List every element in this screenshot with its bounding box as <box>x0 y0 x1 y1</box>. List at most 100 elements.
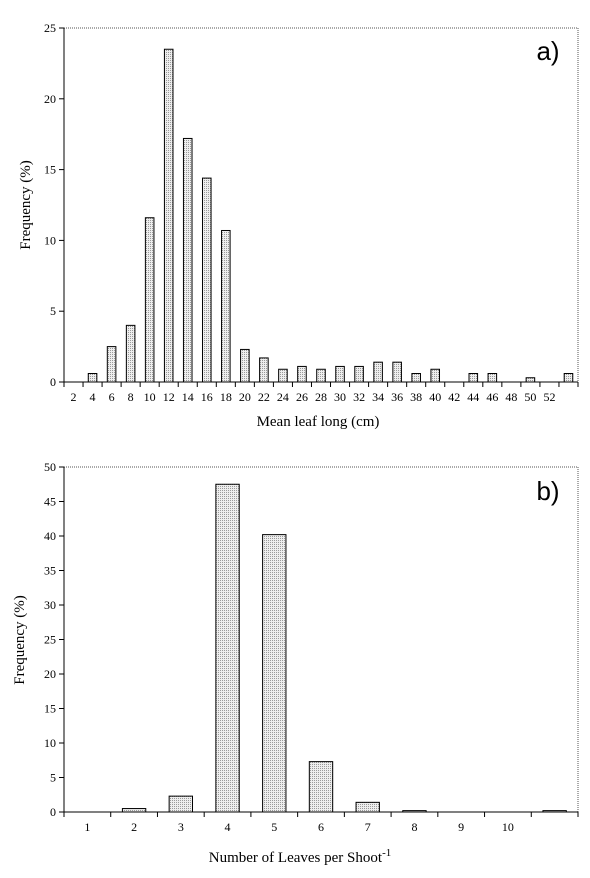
x-tick-label: 10 <box>502 820 514 834</box>
bar <box>278 368 288 383</box>
x-tick-label: 36 <box>391 390 403 404</box>
bar <box>525 377 536 383</box>
x-tick-label: 16 <box>201 390 213 404</box>
bar <box>308 761 334 813</box>
x-tick-label: 28 <box>315 390 327 404</box>
x-tick-label: 10 <box>144 390 156 404</box>
y-tick-label: 40 <box>44 529 56 543</box>
x-axis-label-text: Number of Leaves per Shoot <box>209 850 383 866</box>
plot-area-frame <box>63 27 579 383</box>
bar <box>215 483 240 813</box>
x-tick-label: 52 <box>543 390 555 404</box>
y-tick-label: 0 <box>50 375 56 389</box>
y-tick-label: 15 <box>44 163 56 177</box>
y-tick-label: 0 <box>50 805 56 819</box>
bar <box>316 368 326 383</box>
x-tick-label: 14 <box>182 390 194 404</box>
x-tick-label: 40 <box>429 390 441 404</box>
x-tick-label: 42 <box>448 390 460 404</box>
x-axis-label: Mean leaf long (cm) <box>257 414 380 430</box>
x-axis: 1 2 3 4 5 6 7 8 9 10 <box>63 811 579 834</box>
x-tick-label: 8 <box>411 820 417 834</box>
y-tick-label: 20 <box>44 667 56 681</box>
x-tick-label: 8 <box>128 390 134 404</box>
bar <box>240 348 250 383</box>
x-tick-label: 26 <box>296 390 308 404</box>
y-tick-label: 5 <box>50 304 56 318</box>
bar <box>335 365 345 383</box>
bar-series <box>121 483 567 813</box>
bar <box>168 795 194 813</box>
bar <box>201 177 212 383</box>
x-tick-label: 24 <box>277 390 289 404</box>
x-tick-label: 32 <box>353 390 365 404</box>
y-tick-label: 20 <box>44 92 56 106</box>
x-tick-label: 46 <box>486 390 498 404</box>
bar <box>392 361 402 383</box>
x-tick-label: 22 <box>258 390 270 404</box>
x-tick-label: 5 <box>271 820 277 834</box>
x-tick-label: 20 <box>239 390 251 404</box>
x-tick-label: 4 <box>90 390 96 404</box>
bar <box>430 368 441 383</box>
bar <box>563 373 574 383</box>
x-axis-label-superscript: -1 <box>382 847 391 859</box>
bar <box>355 801 380 813</box>
y-tick-label: 5 <box>50 771 56 785</box>
bar <box>487 373 498 383</box>
x-axis: 2 4 6 8 10 12 14 16 18 20 22 24 26 28 30 32 34 36 38 40 42 44… <box>63 381 579 404</box>
x-tick-label: 6 <box>318 820 324 834</box>
y-tick-label: 35 <box>44 564 56 578</box>
panel-label: b) <box>536 476 559 506</box>
y-axis-label: Frequency (%) <box>12 595 28 685</box>
y-axis: 0 5 10 15 20 25 30 35 40 45 50 <box>44 460 65 819</box>
bar <box>411 373 421 383</box>
y-tick-label: 50 <box>44 460 56 474</box>
x-tick-label: 34 <box>372 390 384 404</box>
x-tick-label: 9 <box>458 820 464 834</box>
bar <box>262 534 287 813</box>
x-tick-label: 3 <box>178 820 184 834</box>
x-tick-label: 4 <box>225 820 231 834</box>
x-tick-label: 48 <box>505 390 517 404</box>
bar <box>402 810 427 813</box>
x-axis-label: Number of Leaves per Shoot-1 <box>209 847 391 866</box>
bar <box>542 810 567 813</box>
y-tick-label: 25 <box>44 21 56 35</box>
x-tick-label: 18 <box>220 390 232 404</box>
x-tick-label: 50 <box>524 390 536 404</box>
bar <box>259 357 269 383</box>
x-tick-label: 2 <box>71 390 77 404</box>
y-axis: 0 5 10 15 20 25 <box>44 21 65 389</box>
bar <box>87 373 98 383</box>
y-tick-label: 15 <box>44 702 56 716</box>
bar <box>297 365 307 383</box>
y-tick-label: 10 <box>44 736 56 750</box>
x-tick-label: 2 <box>131 820 137 834</box>
bar <box>468 373 479 383</box>
x-tick-label: 1 <box>84 820 90 834</box>
y-tick-label: 25 <box>44 633 56 647</box>
panel-label: a) <box>536 36 559 66</box>
y-axis-label: Frequency (%) <box>18 160 34 250</box>
bar <box>106 346 117 383</box>
bar <box>221 229 231 383</box>
x-tick-label: 7 <box>365 820 371 834</box>
x-tick-label: 30 <box>334 390 346 404</box>
bar <box>163 48 174 383</box>
x-tick-label: 6 <box>109 390 115 404</box>
bar <box>121 808 147 813</box>
plot-area-frame <box>63 466 579 813</box>
bar <box>125 324 136 383</box>
x-tick-label: 38 <box>410 390 422 404</box>
bar <box>354 365 364 383</box>
x-tick-label: 44 <box>467 390 479 404</box>
bar <box>144 217 155 383</box>
bar <box>373 361 383 383</box>
bar-series <box>87 48 574 383</box>
x-tick-label: 12 <box>163 390 175 404</box>
y-tick-label: 30 <box>44 598 56 612</box>
